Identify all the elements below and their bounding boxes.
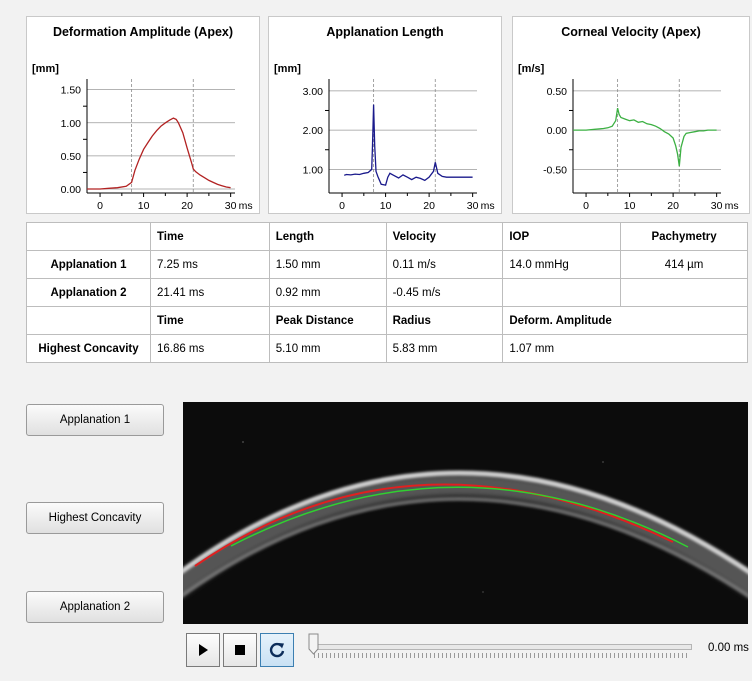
table-header-cell: Radius — [385, 306, 504, 335]
x-tick-label: 0 — [97, 200, 103, 212]
table-header-cell — [26, 306, 151, 335]
x-axis-unit: ms — [725, 200, 739, 212]
timeline-ticks — [314, 653, 690, 658]
series-line — [343, 104, 473, 186]
chart-title: Corneal Velocity (Apex) — [561, 25, 701, 39]
table-cell: 414 µm — [620, 250, 748, 279]
x-tick-label: 30 — [225, 200, 237, 212]
chart-title: Applanation Length — [326, 25, 444, 39]
timeline-slider-thumb[interactable] — [308, 633, 319, 655]
x-tick-label: 0 — [583, 200, 589, 212]
table-header-row: Time Length Velocity IOP Pachymetry — [26, 222, 748, 251]
series-line — [87, 117, 231, 190]
x-tick-label: 10 — [138, 200, 150, 212]
table-cell — [502, 278, 622, 307]
highest-concavity-button[interactable]: Highest Concavity — [26, 502, 164, 534]
y-tick-label: 1.50 — [61, 85, 82, 97]
x-axis-unit: ms — [481, 200, 495, 212]
x-tick-label: 20 — [423, 200, 435, 212]
chart-panel-applanation-length: Applanation Length [mm] 3.00 2.00 1.00 0 10 2… — [268, 16, 502, 214]
table-header-row: Time Peak Distance Radius Deform. Amplit… — [26, 306, 748, 335]
cornea-image — [183, 402, 748, 624]
table-row: Applanation 1 7.25 ms 1.50 mm 0.11 m/s 1… — [26, 250, 748, 279]
table-header-cell: Pachymetry — [620, 222, 748, 251]
table-cell: 21.41 ms — [149, 278, 270, 307]
table-header-cell: Peak Distance — [268, 306, 387, 335]
table-cell: -0.45 m/s — [385, 278, 504, 307]
y-tick-label: 0.00 — [61, 184, 82, 196]
chart-title: Deformation Amplitude (Apex) — [52, 25, 234, 39]
table-cell: 7.25 ms — [149, 250, 270, 279]
y-tick-label: 0.00 — [547, 125, 568, 137]
row-label: Applanation 2 — [26, 278, 151, 307]
applanation-1-button[interactable]: Applanation 1 — [26, 404, 164, 436]
table-header-cell: Velocity — [385, 222, 504, 251]
chart-unit: [m/s] — [518, 63, 545, 75]
table-cell: 5.83 mm — [385, 334, 504, 363]
row-label: Highest Concavity — [26, 334, 151, 363]
timeline-slider-track[interactable] — [312, 644, 692, 650]
x-tick-label: 10 — [624, 200, 636, 212]
table-row: Applanation 2 21.41 ms 0.92 mm -0.45 m/s — [26, 278, 748, 307]
table-cell: 1.07 mm — [502, 334, 748, 363]
x-tick-label: 30 — [711, 200, 723, 212]
y-tick-label: 1.00 — [303, 164, 324, 176]
table-cell: 14.0 mmHg — [502, 250, 622, 279]
scheimpflug-image-viewer — [183, 402, 748, 624]
x-tick-label: 20 — [667, 200, 679, 212]
table-header-cell — [26, 222, 151, 251]
x-tick-label: 10 — [380, 200, 392, 212]
chart-panel-deformation: Deformation Amplitude (Apex) [mm] 1.50 1.… — [26, 16, 260, 214]
row-label: Applanation 1 — [26, 250, 151, 279]
play-icon — [199, 644, 208, 656]
table-header-cell: Length — [268, 222, 387, 251]
stop-button[interactable] — [223, 633, 257, 667]
applanation-length-chart: 3.00 2.00 1.00 0 10 20 30 ms — [303, 79, 495, 212]
table-row: Highest Concavity 16.86 ms 5.10 mm 5.83 … — [26, 334, 748, 363]
chart-panel-corneal-velocity: Corneal Velocity (Apex) [m/s] 0.50 0.00 -0… — [512, 16, 750, 214]
play-button[interactable] — [186, 633, 220, 667]
table-header-cell: Time — [149, 306, 270, 335]
corneal-velocity-chart: 0.50 0.00 -0.50 0 10 20 30 ms — [543, 79, 739, 212]
loop-icon — [269, 642, 285, 658]
deformation-amplitude-chart: 1.50 1.00 0.50 0.00 0 10 20 30 ms — [61, 79, 253, 212]
table-cell — [620, 278, 748, 307]
table-header-cell: Deform. Amplitude — [502, 306, 748, 335]
applanation-2-button[interactable]: Applanation 2 — [26, 591, 164, 623]
x-tick-label: 0 — [339, 200, 345, 212]
table-cell: 16.86 ms — [149, 334, 270, 363]
y-tick-label: 0.50 — [547, 86, 568, 98]
table-cell: 0.11 m/s — [385, 250, 504, 279]
time-readout: 0.00 ms — [708, 642, 749, 654]
y-tick-label: 2.00 — [303, 125, 324, 137]
table-header-cell: Time — [149, 222, 270, 251]
y-tick-label: 1.00 — [61, 118, 82, 130]
x-tick-label: 20 — [181, 200, 193, 212]
y-tick-label: -0.50 — [543, 164, 567, 176]
x-tick-label: 30 — [467, 200, 479, 212]
stop-icon — [235, 645, 245, 655]
x-axis-unit: ms — [239, 200, 253, 212]
chart-unit: [mm] — [32, 63, 59, 75]
loop-button[interactable] — [260, 633, 294, 667]
table-cell: 1.50 mm — [268, 250, 387, 279]
y-tick-label: 0.50 — [61, 151, 82, 163]
chart-unit: [mm] — [274, 63, 301, 75]
table-cell: 5.10 mm — [268, 334, 387, 363]
table-cell: 0.92 mm — [268, 278, 387, 307]
parameters-table: Time Length Velocity IOP Pachymetry Appl… — [26, 222, 748, 363]
table-header-cell: IOP — [502, 222, 622, 251]
y-tick-label: 3.00 — [303, 86, 324, 98]
series-line — [573, 107, 717, 167]
